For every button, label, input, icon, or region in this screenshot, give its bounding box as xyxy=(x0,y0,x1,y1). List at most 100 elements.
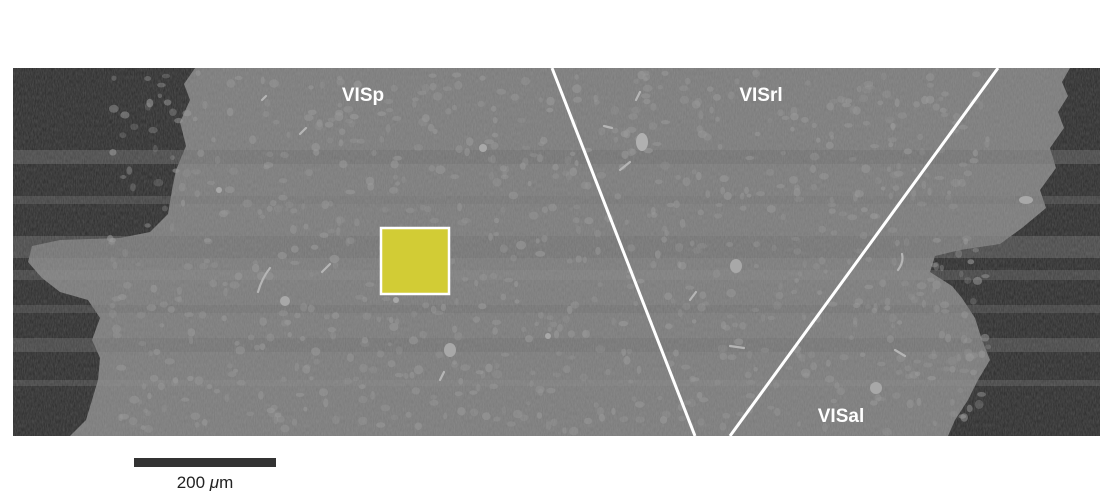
speckle xyxy=(129,395,140,404)
speckle xyxy=(702,301,709,306)
speckle xyxy=(144,76,152,81)
speckle xyxy=(790,106,798,116)
speckle xyxy=(506,421,516,427)
speckle xyxy=(164,358,175,365)
speckle xyxy=(646,213,652,218)
speckle xyxy=(972,276,983,285)
speckle xyxy=(562,170,570,176)
speckle xyxy=(719,422,727,431)
speckle xyxy=(461,277,469,282)
speckle xyxy=(747,350,752,359)
speckle xyxy=(627,148,636,157)
speckle xyxy=(894,239,900,246)
speckle xyxy=(673,200,680,209)
speckle xyxy=(734,78,740,85)
speckle xyxy=(195,70,201,76)
speckle xyxy=(259,317,268,326)
speckle xyxy=(753,367,758,372)
speckle xyxy=(637,70,645,80)
speckle xyxy=(767,405,775,410)
speckle xyxy=(746,193,752,198)
speckle xyxy=(547,326,552,333)
speckle xyxy=(913,359,922,364)
speckle xyxy=(280,151,289,158)
speckle xyxy=(386,316,392,321)
speckle xyxy=(460,364,471,371)
speckle xyxy=(390,84,398,92)
speckle xyxy=(430,394,438,400)
speckle xyxy=(413,365,424,375)
speckle xyxy=(203,238,213,245)
speckle xyxy=(347,237,355,245)
speckle xyxy=(826,102,834,111)
speckle xyxy=(636,365,642,374)
speckle xyxy=(336,227,341,236)
speckle xyxy=(767,315,776,321)
speckle xyxy=(527,180,532,187)
speckle xyxy=(429,399,439,406)
speckle xyxy=(972,149,979,157)
speckle xyxy=(371,149,377,156)
speckle xyxy=(488,232,493,241)
speckle xyxy=(699,397,709,403)
speckle xyxy=(280,424,290,433)
scale-bar-unit-prefix: μ xyxy=(209,473,220,492)
speckle xyxy=(949,410,959,418)
speckle xyxy=(323,398,329,408)
speckle xyxy=(197,149,205,157)
speckle xyxy=(505,165,510,173)
speckle xyxy=(573,204,581,210)
speckle xyxy=(336,217,342,227)
speckle xyxy=(940,309,950,314)
speckle xyxy=(666,202,675,208)
speckle xyxy=(273,205,283,213)
speckle xyxy=(861,85,872,94)
speckle xyxy=(349,113,359,120)
speckle xyxy=(781,115,790,120)
speckle xyxy=(492,327,498,335)
speckle xyxy=(570,301,580,309)
speckle xyxy=(338,139,344,147)
speckle xyxy=(450,362,459,368)
speckle xyxy=(696,391,703,399)
speckle xyxy=(537,154,543,163)
speckle xyxy=(681,364,691,370)
speckle xyxy=(432,128,438,135)
speckle xyxy=(593,99,600,105)
speckle xyxy=(947,356,957,366)
speckle xyxy=(760,347,770,353)
speckle xyxy=(914,371,921,377)
speckle xyxy=(226,363,233,369)
speckle xyxy=(493,232,500,237)
speckle xyxy=(159,323,165,328)
speckle xyxy=(798,271,803,277)
speckle xyxy=(331,312,340,319)
speckle xyxy=(457,219,468,226)
speckle xyxy=(421,83,430,93)
speckle xyxy=(740,192,745,200)
speckle xyxy=(966,404,973,413)
speckle xyxy=(537,388,544,396)
speckle xyxy=(871,307,878,314)
speckle xyxy=(286,131,291,138)
speckle xyxy=(714,379,721,386)
speckle xyxy=(411,310,417,318)
speckle xyxy=(760,314,766,322)
speckle xyxy=(395,346,403,355)
speckle xyxy=(210,262,219,268)
speckle xyxy=(394,372,404,378)
speckle xyxy=(414,422,422,431)
speckle xyxy=(249,135,257,144)
speckle xyxy=(650,212,658,218)
speckle xyxy=(623,355,631,365)
speckle xyxy=(818,257,826,265)
speckle xyxy=(650,103,657,111)
speckle xyxy=(611,407,616,415)
speckle xyxy=(303,406,308,412)
speckle xyxy=(772,301,782,310)
speckle xyxy=(706,86,714,92)
speckle xyxy=(734,338,744,346)
speckle xyxy=(793,187,801,197)
speckle xyxy=(575,255,582,263)
speckle xyxy=(332,415,340,425)
